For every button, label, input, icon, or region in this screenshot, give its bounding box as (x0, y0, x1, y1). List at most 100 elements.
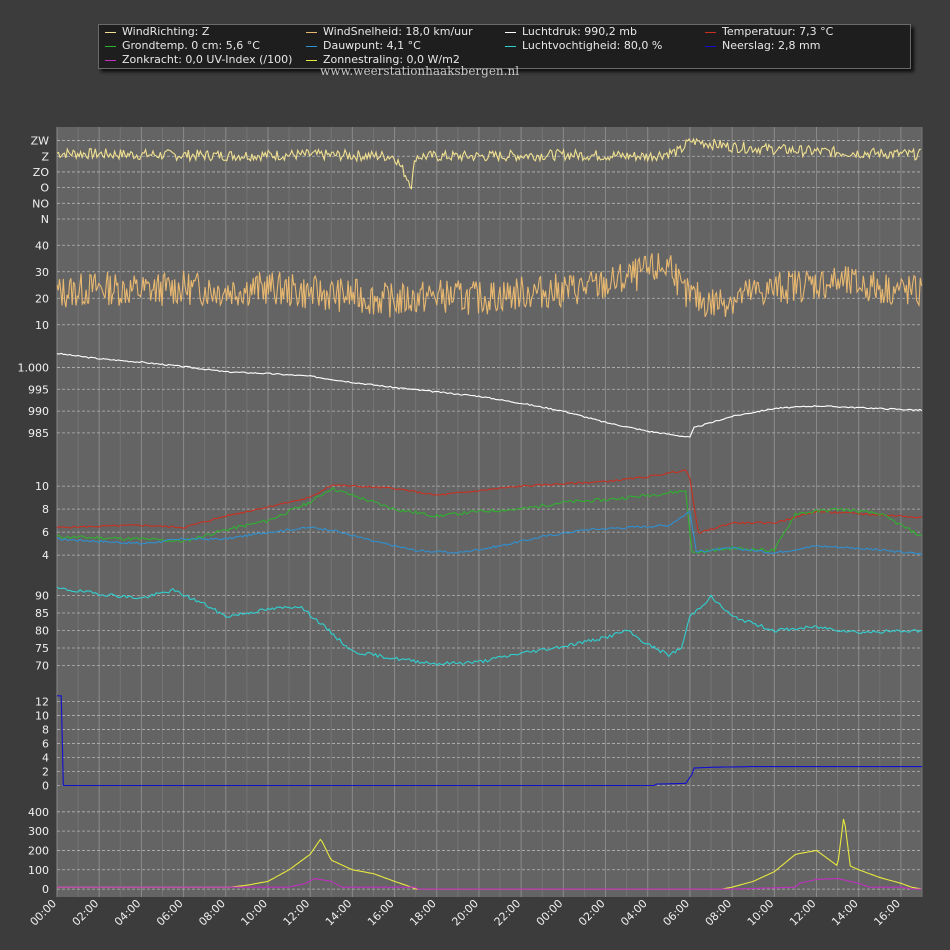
y-tick-label: 6 (42, 526, 49, 539)
series-luchtvochtigheid (56, 586, 923, 667)
y-tick-label: 8 (42, 503, 49, 516)
x-tick-label: 08:00 (196, 897, 228, 929)
legend-swatch (105, 59, 116, 61)
legend-grondtemp: Grondtemp. 0 cm: 5,6 °C (105, 39, 260, 53)
y-tick-label: 0 (42, 779, 49, 792)
legend-swatch (105, 31, 116, 33)
y-tick-label: 10 (35, 709, 49, 722)
legend-luchtvochtigheid: Luchtvochtigheid: 80,0 % (505, 39, 662, 53)
legend-swatch (705, 31, 716, 33)
x-tick-label: 02:00 (576, 897, 608, 929)
x-tick-label: 20:00 (449, 897, 481, 929)
legend-label: Temperatuur: 7,3 °C (722, 25, 834, 38)
y-tick-label: 30 (35, 266, 49, 279)
y-tick-label: 0 (42, 883, 49, 896)
legend-swatch (505, 31, 516, 33)
x-tick-label: 04:00 (618, 897, 650, 929)
y-tick-label: 70 (35, 660, 49, 673)
x-tick-label: 10:00 (745, 897, 777, 929)
y-tick-label: O (40, 182, 49, 195)
y-tick-label: 10 (35, 480, 49, 493)
legend-swatch (105, 45, 116, 47)
x-tick-label: 14:00 (323, 897, 355, 929)
y-tick-label: 10 (35, 319, 49, 332)
y-tick-label: ZW (31, 135, 50, 148)
x-tick-label: 00:00 (534, 897, 566, 929)
x-tick-label: 04:00 (112, 897, 144, 929)
x-tick-label: 12:00 (281, 897, 313, 929)
legend-label: Zonkracht: 0,0 UV-Index (/100) (122, 53, 293, 66)
y-tick-label: 1.000 (18, 361, 50, 374)
y-tick-label: N (41, 213, 49, 226)
y-tick-label: 90 (35, 590, 49, 603)
x-tick-label: 02:00 (70, 897, 102, 929)
legend-swatch (705, 45, 716, 47)
legend-label: Dauwpunt: 4,1 °C (323, 39, 421, 52)
legend-label: Neerslag: 2,8 mm (722, 39, 821, 52)
y-tick-label: 12 (35, 695, 49, 708)
series-temperatuur (56, 469, 923, 534)
series-luchtdruk (56, 352, 923, 438)
series-windrichting (56, 137, 921, 190)
x-tick-label: 18:00 (407, 897, 439, 929)
y-tick-label: 20 (35, 292, 49, 305)
y-tick-label: 300 (28, 825, 49, 838)
x-tick-label: 16:00 (365, 897, 397, 929)
y-tick-label: 995 (28, 383, 49, 396)
y-tick-label: Z (41, 150, 49, 163)
y-tick-label: 100 (28, 864, 49, 877)
legend-windsnelheid: WindSnelheid: 18,0 km/uur (306, 25, 473, 39)
legend-label: Grondtemp. 0 cm: 5,6 °C (122, 39, 260, 52)
y-tick-label: 80 (35, 625, 49, 638)
x-axis-ticks: 00:00 02:00 04:00 06:00 08:00 10:00 12:00 14:00… (28, 897, 904, 929)
series-dauwpunt (57, 510, 923, 556)
legend-windrichting: WindRichting: Z (105, 25, 209, 39)
y-tick-label: 4 (42, 549, 49, 562)
y-tick-label: 40 (35, 239, 49, 252)
legend-temperatuur: Temperatuur: 7,3 °C (705, 25, 833, 39)
y-tick-label: NO (32, 197, 49, 210)
x-tick-label: 08:00 (703, 897, 735, 929)
y-tick-label: 75 (35, 642, 49, 655)
legend-zonnestraling: Zonnestraling: 0,0 W/m2 (306, 53, 460, 67)
legend-dauwpunt: Dauwpunt: 4,1 °C (306, 39, 421, 53)
legend: WindRichting: Z WindSnelheid: 18,0 km/uu… (98, 24, 911, 69)
y-tick-label: 85 (35, 607, 49, 620)
legend-swatch (505, 45, 516, 47)
legend-swatch (306, 45, 317, 47)
legend-swatch (306, 31, 317, 33)
legend-zonkracht: Zonkracht: 0,0 UV-Index (/100) (105, 53, 292, 67)
y-tick-label: 990 (28, 405, 49, 418)
site-url: www.weerstationhaaksbergen.nl (320, 64, 520, 78)
x-tick-label: 16:00 (871, 897, 903, 929)
y-tick-label: 200 (28, 844, 49, 857)
legend-luchtdruk: Luchtdruk: 990,2 mb (505, 25, 637, 39)
y-tick-label: 2 (42, 765, 49, 778)
y-tick-label: 6 (42, 737, 49, 750)
legend-label: Luchtvochtigheid: 80,0 % (522, 39, 663, 52)
legend-label: Luchtdruk: 990,2 mb (522, 25, 637, 38)
x-tick-label: 22:00 (492, 897, 524, 929)
x-tick-label: 00:00 (28, 897, 60, 929)
chart-panels: ZWZZOONON403020101.000995990985108649085… (18, 135, 923, 896)
y-tick-label: 985 (28, 427, 49, 440)
series-zonkracht (57, 877, 922, 890)
series-grondtemp (56, 486, 923, 554)
x-tick-label: 10:00 (238, 897, 270, 929)
legend-neerslag: Neerslag: 2,8 mm (705, 39, 820, 53)
series-neerslag (57, 695, 922, 787)
x-tick-label: 12:00 (787, 897, 819, 929)
legend-label: Zonnestraling: 0,0 W/m2 (323, 53, 460, 66)
y-tick-label: ZO (33, 166, 50, 179)
y-tick-label: 8 (42, 723, 49, 736)
y-tick-label: 4 (42, 751, 49, 764)
y-tick-label: 400 (28, 806, 49, 819)
x-tick-label: 06:00 (154, 897, 186, 929)
legend-label: WindRichting: Z (122, 25, 210, 38)
x-tick-label: 06:00 (660, 897, 692, 929)
legend-swatch (306, 59, 317, 61)
series-windsnelheid (56, 253, 923, 318)
legend-label: WindSnelheid: 18,0 km/uur (323, 25, 473, 38)
x-tick-label: 14:00 (829, 897, 861, 929)
